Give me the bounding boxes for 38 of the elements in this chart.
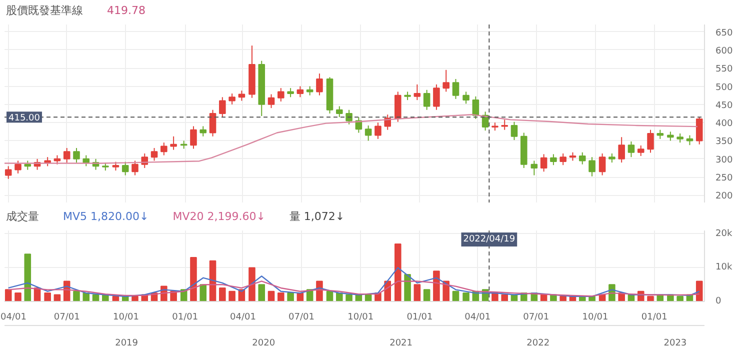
y-tick-label: 0 <box>716 296 722 306</box>
text: 量 1,072↓ <box>289 210 345 223</box>
x2-tick-label: 2019 <box>115 338 138 348</box>
x-tick-label: 04/01 <box>0 312 26 322</box>
x-tick-label: 01/01 <box>641 312 668 322</box>
x-tick-label: 10/01 <box>113 312 139 322</box>
y-tick-label: 200 <box>716 192 733 202</box>
x-tick-label: 10/01 <box>348 312 374 322</box>
x-tick-label: 10/01 <box>582 312 608 322</box>
text: MV5 1,820.00↓ <box>63 210 149 223</box>
y-tick-label: 500 <box>716 82 733 93</box>
ref-line-label: 2022/04/19 <box>463 234 516 244</box>
x-tick-label: 01/01 <box>406 312 433 322</box>
chart-title: 股價既發基準線 <box>6 4 83 17</box>
ref-line-label: 415.00 <box>8 114 40 124</box>
x-tick-label: 07/01 <box>523 312 550 322</box>
x-tick-label: 04/01 <box>464 312 491 322</box>
x-tick-label: 04/01 <box>230 312 256 322</box>
chart-subtitle: 419.78 <box>107 4 146 17</box>
y-tick-label: 350 <box>716 137 733 148</box>
y-tick-label: 550 <box>716 64 733 75</box>
x2-tick-label: 2023 <box>664 338 687 348</box>
chart-title: 成交量 <box>6 210 39 223</box>
y-tick-label: 450 <box>716 100 733 111</box>
x2-tick-label: 2022 <box>526 338 550 348</box>
x-tick-label: 01/01 <box>172 312 198 322</box>
y-tick-label: 650 <box>716 28 733 38</box>
x2-tick-label: 2021 <box>390 338 413 348</box>
text: MV20 2,199.60↓ <box>172 210 266 223</box>
y-tick-label: 300 <box>716 155 733 166</box>
x2-tick-label: 2020 <box>252 338 276 348</box>
y-tick-label: 20k <box>716 228 733 239</box>
x-tick-label: 07/01 <box>54 312 80 322</box>
x-tick-label: 07/01 <box>288 312 314 322</box>
y-tick-label: 250 <box>716 174 733 184</box>
y-tick-label: 10k <box>716 262 733 273</box>
y-tick-label: 600 <box>716 46 733 56</box>
y-tick-label: 400 <box>716 119 733 130</box>
